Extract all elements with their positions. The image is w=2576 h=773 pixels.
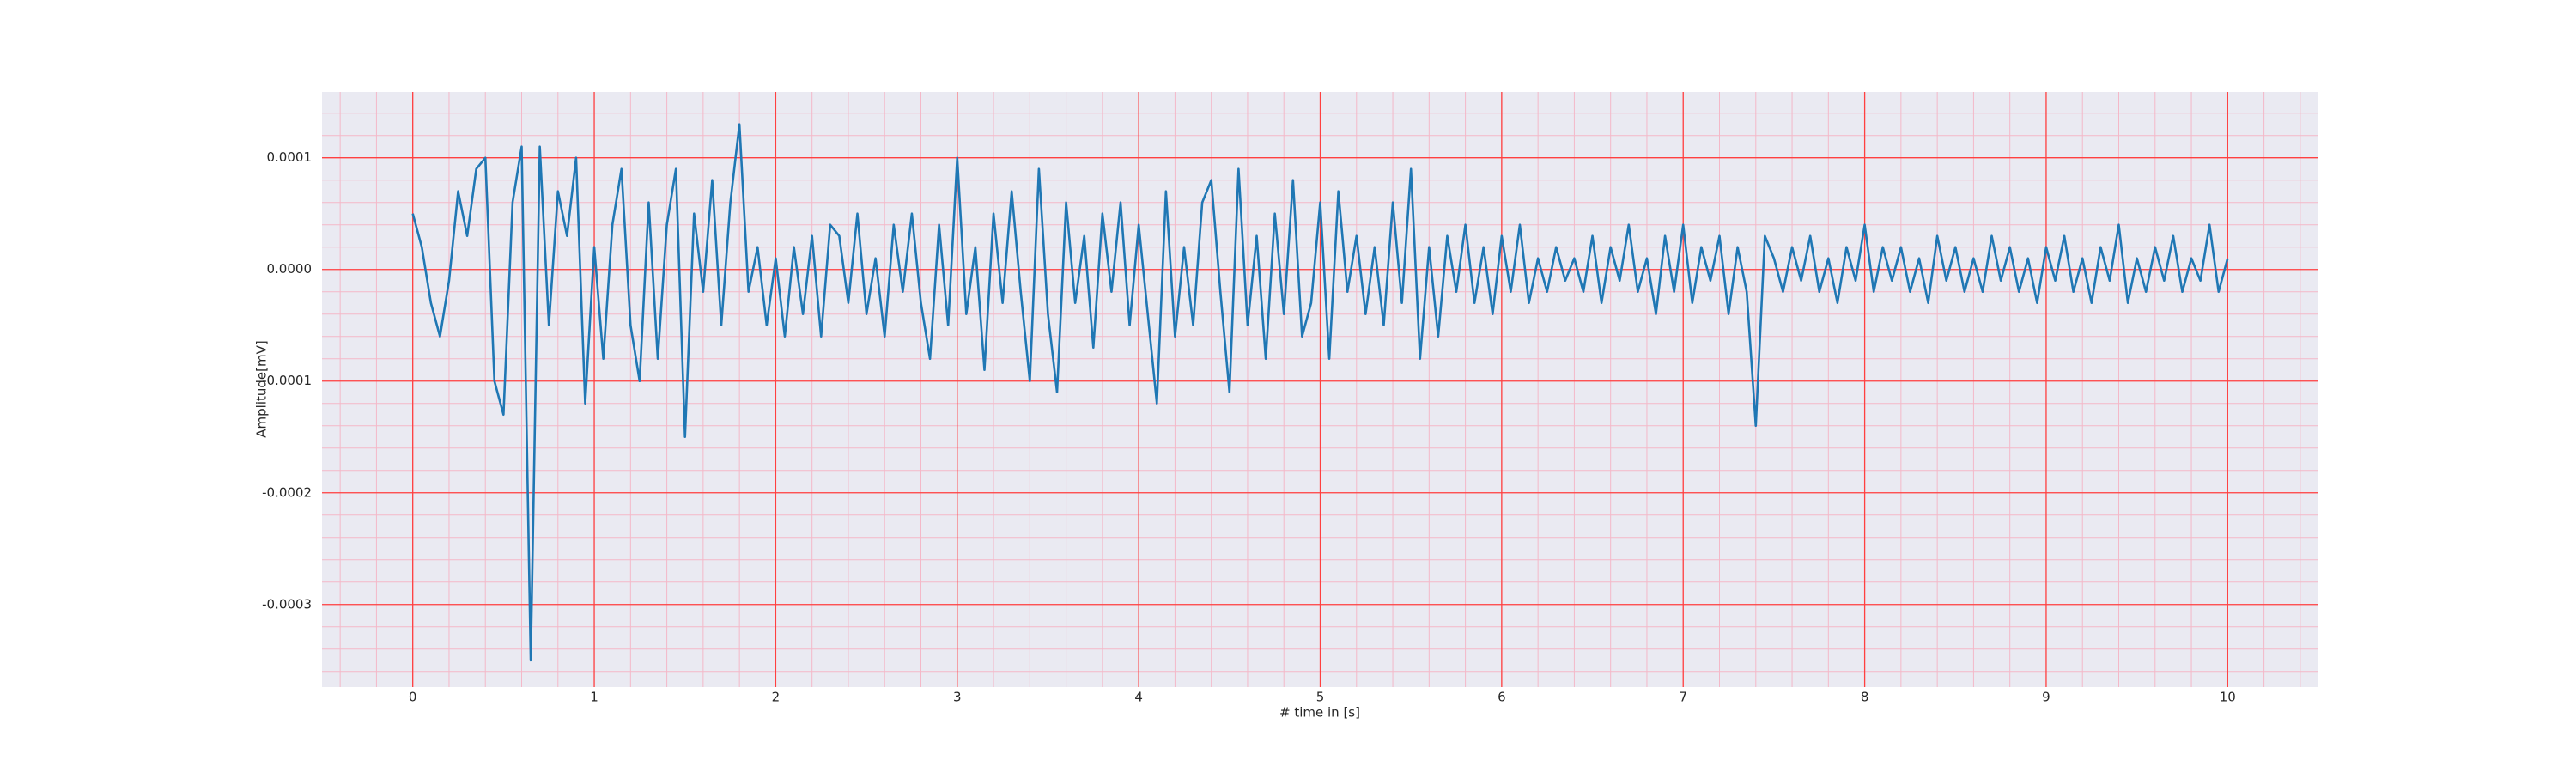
x-tick-label: 0	[409, 690, 417, 705]
y-tick-label: 0.0001	[267, 149, 313, 165]
y-tick-label: -0.0003	[262, 596, 312, 612]
y-tick-label: -0.0001	[262, 373, 312, 388]
x-tick-label: 5	[1316, 690, 1325, 705]
y-axis-label: Amplitude[mV]	[254, 340, 270, 437]
x-tick-label: 1	[590, 690, 598, 705]
x-tick-label: 2	[772, 690, 781, 705]
y-tick-label: 0.0000	[267, 261, 313, 277]
x-tick-label: 3	[953, 690, 962, 705]
x-tick-label: 4	[1134, 690, 1143, 705]
x-tick-label: 9	[2042, 690, 2050, 705]
x-tick-label: 7	[1679, 690, 1687, 705]
x-tick-label: 6	[1498, 690, 1506, 705]
y-tick-label: -0.0002	[262, 484, 312, 500]
x-tick-label: 8	[1861, 690, 1869, 705]
x-axis-label: # time in [s]	[1279, 705, 1360, 721]
signal-line	[411, 123, 2229, 662]
x-tick-label: 10	[2220, 690, 2236, 705]
